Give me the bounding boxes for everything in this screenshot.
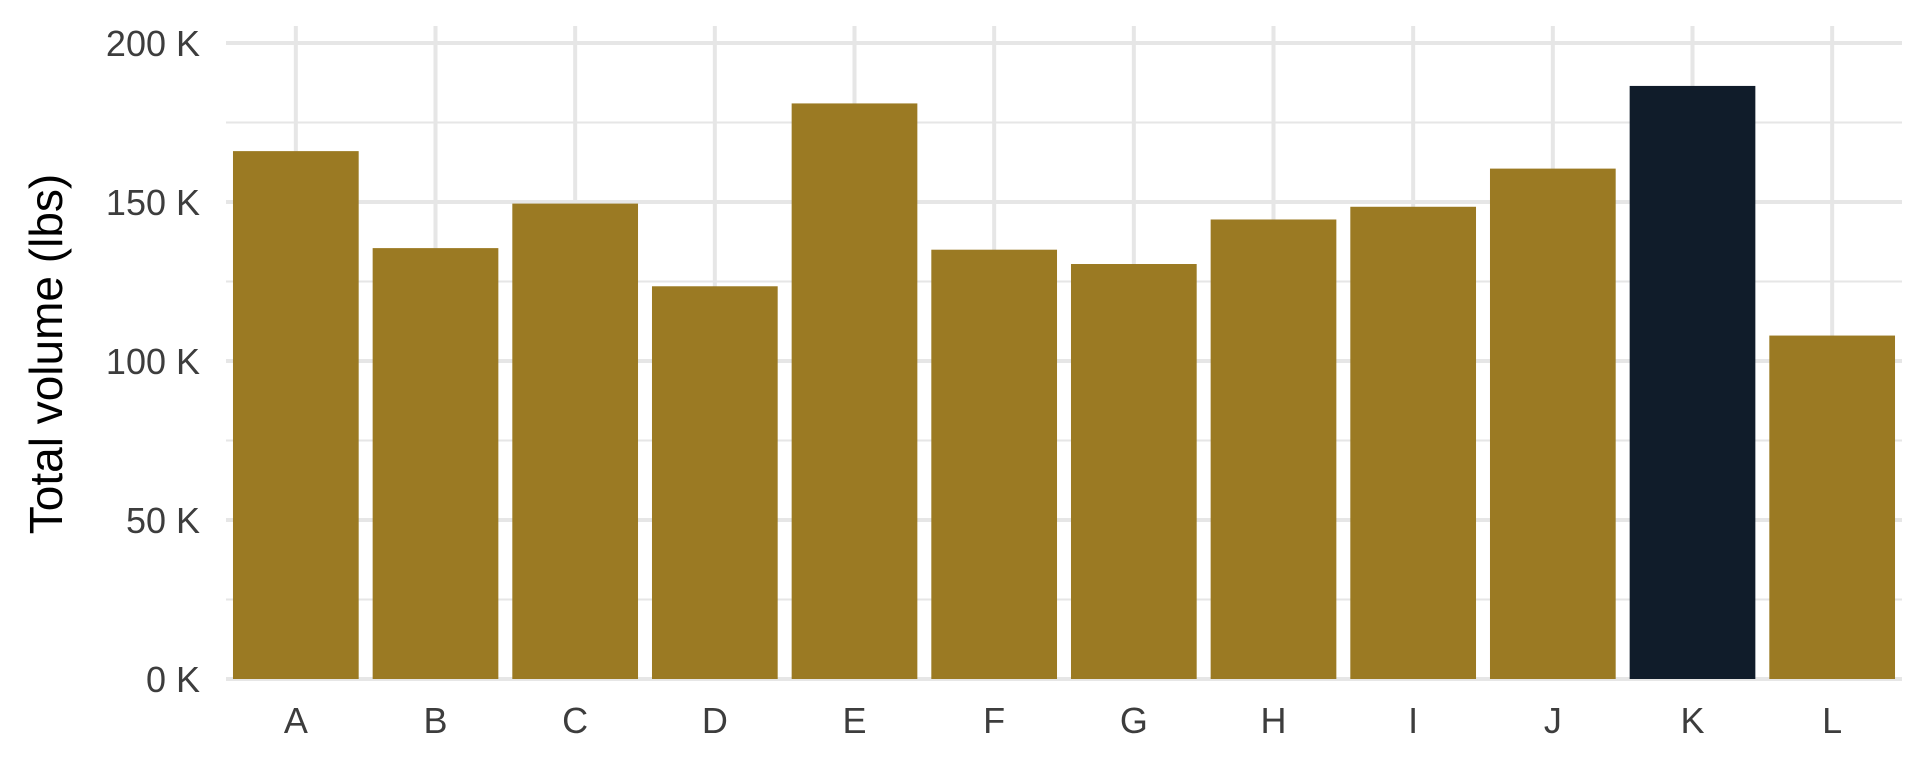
x-tick-label: G	[1120, 700, 1148, 741]
y-tick-label: 0 K	[146, 659, 200, 700]
y-axis-ticks: 0 K 50 K 100 K 150 K 200 K	[106, 23, 200, 700]
y-tick-label: 50 K	[126, 500, 200, 541]
bar-j	[1489, 168, 1616, 680]
y-tick-label: 150 K	[106, 182, 200, 223]
bar-a	[232, 151, 359, 679]
x-tick-label: D	[702, 700, 728, 741]
x-tick-label: F	[983, 700, 1005, 741]
bar-k	[1629, 85, 1756, 680]
bar-e	[791, 103, 918, 680]
bar-l	[1769, 335, 1896, 679]
x-tick-label: J	[1544, 700, 1562, 741]
y-tick-label: 100 K	[106, 341, 200, 382]
x-tick-label: B	[423, 700, 447, 741]
bar-c	[512, 203, 639, 679]
bar-b	[372, 248, 499, 680]
x-tick-label: I	[1408, 700, 1418, 741]
bar-f	[931, 249, 1058, 679]
bars	[232, 85, 1896, 680]
x-tick-label: C	[562, 700, 588, 741]
bar-g	[1070, 264, 1197, 679]
bar-d	[651, 286, 778, 679]
x-tick-label: L	[1822, 700, 1842, 741]
y-axis-title: Total volume (lbs)	[20, 174, 72, 534]
x-tick-label: A	[284, 700, 308, 741]
x-tick-label: K	[1680, 700, 1704, 741]
x-tick-label: E	[842, 700, 866, 741]
x-tick-label: H	[1261, 700, 1287, 741]
y-tick-label: 200 K	[106, 23, 200, 64]
x-axis-ticks: A B C D E F G H I J K L	[284, 700, 1842, 741]
bar-h	[1210, 219, 1337, 680]
bar-i	[1350, 206, 1477, 679]
